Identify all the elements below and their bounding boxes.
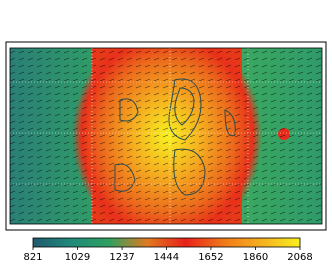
colorbar-tick-label: 1652 (198, 252, 223, 263)
colorbar-tick-label: 1444 (154, 252, 179, 263)
frame (5, 41, 327, 231)
colorbar-tick-label: 1237 (109, 252, 134, 263)
colorbar-tick-label: 821 (23, 252, 42, 263)
plot-border (9, 47, 323, 225)
colorbar: 821 1029 1237 1444 1652 1860 2068 (23, 237, 313, 263)
heatmap (10, 48, 322, 224)
colorbar-tick-label: 1029 (65, 252, 90, 263)
colorbar-tick-label: 1860 (243, 252, 268, 263)
colorbar-tick-label: 2068 (287, 252, 312, 263)
colorbar-scale (32, 237, 301, 248)
